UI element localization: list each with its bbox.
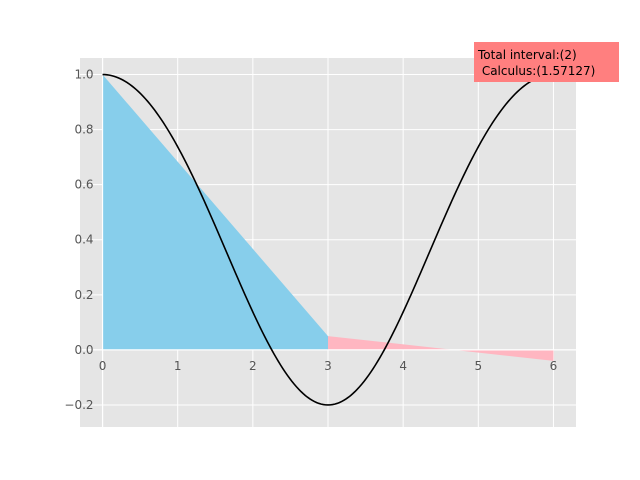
- y-tick-labels: −0.2 0.0 0.2 0.4 0.6 0.8 1.0: [64, 68, 93, 412]
- annotation-line-total: Total interval:(2): [477, 48, 577, 62]
- filled-region-0: [102, 74, 328, 350]
- function-curve: [102, 73, 554, 406]
- x-tick-label-2: 2: [249, 359, 257, 373]
- annotation-background: [474, 42, 619, 82]
- y-tick-label-2: 0.2: [74, 288, 93, 302]
- annotation-line-calculus: Calculus:(1.57127): [478, 64, 595, 78]
- y-tick-label-6: 1.0: [74, 68, 93, 82]
- x-tick-label-0: 0: [99, 359, 107, 373]
- filled-region-1: [328, 336, 554, 361]
- x-tick-label-6: 6: [550, 359, 558, 373]
- axis-lines: [80, 58, 576, 427]
- y-tick-label-5: 0.8: [74, 123, 93, 137]
- x-tick-label-1: 1: [174, 359, 182, 373]
- y-tick-label-1: 0.0: [74, 343, 93, 357]
- x-tick-labels: 0 1 2 3 4 5 6: [99, 359, 558, 373]
- filled-regions: [102, 74, 554, 361]
- x-tick-label-3: 3: [324, 359, 332, 373]
- y-tick-label-3: 0.4: [74, 233, 93, 247]
- y-tick-label-4: 0.6: [74, 178, 93, 192]
- x-tick-label-4: 4: [399, 359, 407, 373]
- x-tick-label-5: 5: [474, 359, 482, 373]
- annotation-box: Total interval:(2) Calculus:(1.57127): [474, 42, 619, 82]
- y-tick-label-0: −0.2: [64, 398, 93, 412]
